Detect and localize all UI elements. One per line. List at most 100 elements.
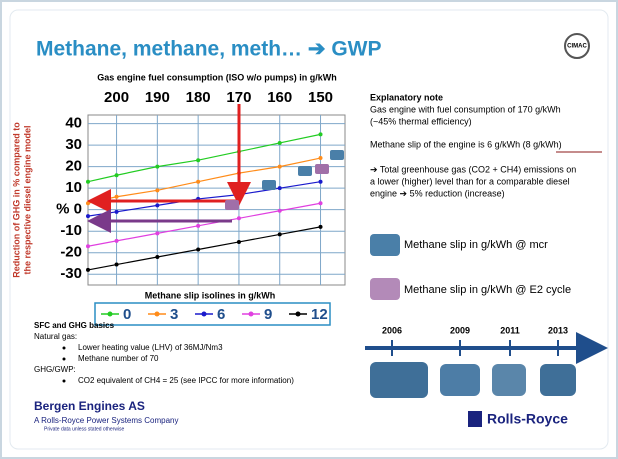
series-marker <box>277 140 282 145</box>
series-marker <box>86 179 90 184</box>
basics-text: Lower heating value (LHV) of 36MJ/Nm3 <box>78 343 223 352</box>
y-tick-label: -30 <box>60 265 82 282</box>
timeline-year: 2006 <box>382 325 402 335</box>
engine-photo <box>492 364 526 396</box>
series-marker <box>86 244 90 249</box>
icon-legend: Methane slip in g/kWh @ E2 cycle <box>404 284 571 296</box>
series-marker <box>114 209 119 214</box>
bullet <box>62 379 66 383</box>
engine-photo <box>370 362 428 398</box>
series-marker <box>318 201 323 206</box>
x-tick-label: 190 <box>145 89 170 106</box>
series-marker <box>114 194 119 199</box>
series-marker <box>196 158 201 163</box>
bullet <box>62 357 66 361</box>
total-line: engine ➔ 5% reduction (increase) <box>370 188 505 198</box>
logo-ring <box>564 33 590 59</box>
engine-icon <box>262 180 276 190</box>
series-marker <box>86 201 90 206</box>
series-marker <box>277 232 282 237</box>
series-marker <box>196 223 201 228</box>
legend-marker <box>248 311 254 317</box>
series-title: Methane slip isolines in g/kWh <box>145 290 276 300</box>
series-marker <box>277 208 282 213</box>
basics-text: Natural gas: <box>34 332 77 341</box>
y-tick-label: -20 <box>60 244 82 261</box>
y-tick-label: 10 <box>65 179 82 196</box>
series-marker <box>114 238 119 243</box>
brand-badge <box>468 411 482 427</box>
y-tick-label: 20 <box>65 158 82 175</box>
series-marker <box>196 179 201 184</box>
y-axis-title: Reduction of GHG in % compared to <box>11 122 21 278</box>
y-tick-label: 40 <box>65 115 82 132</box>
series-marker <box>318 224 323 229</box>
engine-icon <box>370 234 400 256</box>
y-tick-label: % 0 <box>56 201 82 218</box>
slide-title: Methane, methane, meth… ➔ GWP <box>36 38 381 61</box>
total-line: a lower (higher) level than for a compar… <box>370 176 570 186</box>
series-marker <box>155 231 160 236</box>
private-note: Private data unless stated otherwise <box>44 426 125 432</box>
legend-marker <box>295 311 301 317</box>
series-marker <box>318 132 323 137</box>
x-tick-label: 170 <box>226 89 251 106</box>
bullet <box>62 346 66 350</box>
series-marker <box>155 203 160 208</box>
engine-icon <box>298 166 312 176</box>
x-tick-label: 160 <box>267 89 292 106</box>
brand: Rolls-Royce <box>487 411 568 427</box>
series-marker <box>114 173 119 178</box>
engine-icon <box>370 278 400 300</box>
total-line: ➔ Total greenhouse gas (CO2 + CH4) emiss… <box>370 164 576 174</box>
legend-label: 3 <box>170 306 178 323</box>
basics-text: Methane number of 70 <box>78 354 159 363</box>
engine-icon <box>315 164 329 174</box>
series-marker <box>318 179 323 184</box>
series-marker <box>196 247 201 252</box>
x-axis-title: Gas engine fuel consumption (ISO w/o pum… <box>97 72 337 82</box>
legend-marker <box>201 311 207 317</box>
slide-inner <box>9 9 609 450</box>
series-marker <box>277 186 282 191</box>
y-tick-label: 30 <box>65 136 82 153</box>
series-marker <box>236 216 241 221</box>
x-tick-label: 150 <box>308 89 333 106</box>
basics-text: GHG/GWP: <box>34 365 76 374</box>
legend-label: 12 <box>311 306 328 323</box>
series-marker <box>236 239 241 244</box>
x-tick-label: 180 <box>186 89 211 106</box>
engine-photo <box>540 364 576 396</box>
series-marker <box>155 188 160 193</box>
company-sub: A Rolls-Royce Power Systems Company <box>34 416 179 425</box>
legend-label: 6 <box>217 306 225 323</box>
company: Bergen Engines AS <box>34 399 145 413</box>
engine-icon <box>330 150 344 160</box>
series-marker <box>155 164 160 169</box>
series-marker <box>114 262 119 267</box>
logo-text: CIMAC <box>567 44 587 50</box>
chart: Gas engine fuel consumption (ISO w/o pum… <box>11 72 346 326</box>
timeline-year: 2013 <box>548 325 568 335</box>
series-marker <box>277 164 282 169</box>
x-tick-label: 200 <box>104 89 129 106</box>
legend-marker <box>154 311 160 317</box>
series-marker <box>155 255 160 260</box>
series-marker <box>318 156 323 161</box>
timeline-year: 2011 <box>500 325 520 335</box>
icon-legend: Methane slip in g/kWh @ mcr <box>404 239 548 251</box>
note-title: Explanatory note <box>370 92 443 102</box>
basics-text: CO2 equivalent of CH4 = 25 (see IPCC for… <box>78 376 294 385</box>
engine-icon <box>225 200 239 210</box>
timeline-year: 2009 <box>450 325 470 335</box>
y-tick-label: -10 <box>60 222 82 239</box>
note-line: Gas engine with fuel consumption of 170 … <box>370 104 561 114</box>
legend-label: 0 <box>123 306 131 323</box>
legend-marker <box>107 311 113 317</box>
engine-photo <box>440 364 480 396</box>
series-marker <box>86 214 90 219</box>
slip-line: Methane slip of the engine is 6 g/kWh (8… <box>370 139 562 149</box>
basics-title: SFC and GHG basics <box>34 321 115 330</box>
y-axis-title: the respective diesel engine model <box>22 125 32 274</box>
